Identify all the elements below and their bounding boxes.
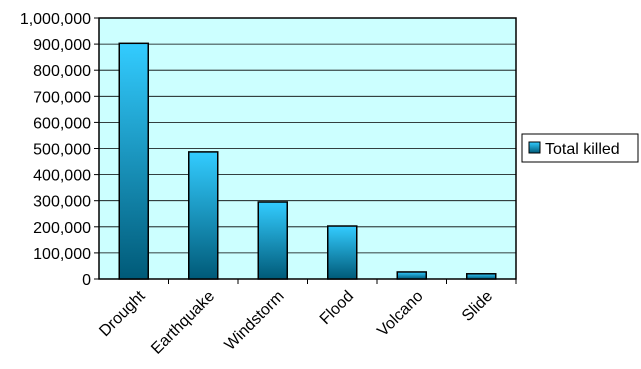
x-tick-label: Earthquake — [148, 288, 218, 358]
y-tick-label: 700,000 — [33, 89, 91, 106]
x-tick-label: Slide — [459, 288, 496, 325]
legend-border — [521, 133, 639, 163]
legend-label: Total killed — [545, 141, 620, 158]
legend: Total killed — [521, 133, 639, 163]
legend-swatch — [528, 141, 541, 154]
bar-flood — [327, 225, 358, 280]
bar-drought — [118, 42, 149, 280]
x-tick-label: Flood — [317, 288, 357, 328]
y-tick-label: 300,000 — [33, 194, 91, 211]
bar-windstorm — [257, 201, 288, 280]
gridlines — [99, 43, 516, 254]
y-tick-label: 800,000 — [33, 63, 91, 80]
x-tick-label: Windstorm — [221, 288, 287, 354]
y-tick-label: 100,000 — [33, 246, 91, 263]
bar-slide — [466, 273, 497, 280]
bar-volcano — [396, 271, 427, 280]
y-tick-label: 600,000 — [33, 115, 91, 132]
x-tick-label: Volcano — [374, 288, 426, 340]
x-axis: Drought Earthquake Windstorm Flood Volcano Sl… — [96, 279, 517, 358]
y-tick-label: 200,000 — [33, 220, 91, 237]
y-tick-label: 0 — [82, 272, 91, 289]
y-tick-label: 400,000 — [33, 168, 91, 185]
y-tick-label: 500,000 — [33, 142, 91, 159]
y-tick-label: 1,000,000 — [20, 11, 91, 28]
bar-earthquake — [188, 151, 219, 280]
x-tick-label: Drought — [96, 287, 149, 340]
y-axis: 0 100,000 200,000 300,000 400,000 500,000 600,… — [20, 11, 99, 289]
bars — [118, 42, 497, 280]
y-tick-label: 900,000 — [33, 37, 91, 54]
